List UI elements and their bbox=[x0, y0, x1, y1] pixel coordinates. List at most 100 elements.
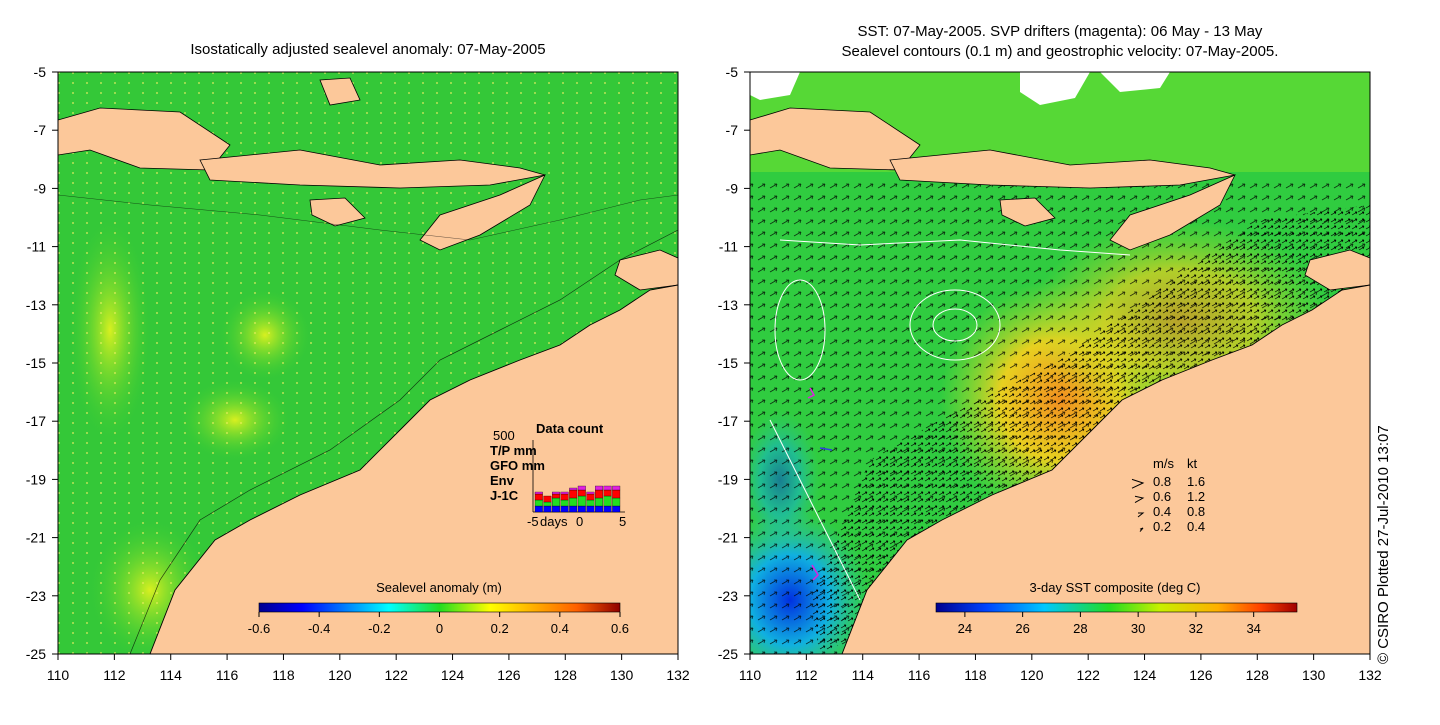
data-count-bar-segment bbox=[534, 491, 543, 495]
x-tick-label: 124 bbox=[1133, 667, 1157, 683]
data-count-bar-segment bbox=[552, 491, 560, 495]
data-count-series-label: T/P mm bbox=[490, 443, 537, 458]
y-tick-label: -17 bbox=[26, 413, 46, 429]
x-tick-label: 124 bbox=[441, 667, 465, 683]
colorbar-tick-label: 28 bbox=[1073, 621, 1087, 636]
y-tick-label: -19 bbox=[26, 471, 46, 487]
colorbar-tick-label: -0.2 bbox=[368, 621, 390, 636]
data-count-bar-segment bbox=[612, 485, 621, 491]
x-tick-label: 118 bbox=[272, 667, 295, 683]
velocity-legend-header-kt: kt bbox=[1187, 456, 1198, 471]
data-count-bars bbox=[534, 485, 621, 513]
colorbar-tick-label: 0.2 bbox=[491, 621, 509, 636]
right-island-java bbox=[750, 107, 921, 171]
data-count-bar-segment bbox=[569, 489, 578, 499]
velocity-kt-value: 0.8 bbox=[1187, 504, 1205, 519]
y-tick-label: -17 bbox=[718, 413, 738, 429]
data-count-bar-segment bbox=[586, 493, 595, 501]
colorbar-tick-label: 26 bbox=[1015, 621, 1029, 636]
x-tick-label: 116 bbox=[908, 667, 931, 683]
data-count-bar-segment bbox=[603, 485, 612, 491]
x-tick-label: 132 bbox=[666, 667, 690, 683]
left-australia bbox=[149, 284, 678, 654]
colorbar-tick-label: 0 bbox=[436, 621, 443, 636]
right-axis-ticks: 110 112 114 116 118 120 122 124 126 128 130 132 -5 -7… bbox=[718, 64, 1382, 683]
x-tick-label: 126 bbox=[497, 667, 521, 683]
colorbar-tick-label: 30 bbox=[1131, 621, 1145, 636]
data-count-bar-segment bbox=[552, 505, 560, 513]
data-count-bar-segment bbox=[586, 491, 595, 495]
right-island-east bbox=[1304, 249, 1370, 291]
left-island-east bbox=[614, 249, 678, 291]
y-tick-label: -25 bbox=[26, 646, 46, 662]
velocity-arrow-icon bbox=[1139, 527, 1144, 532]
data-count-bar-segment bbox=[560, 493, 569, 501]
data-count-bar-segment bbox=[612, 489, 621, 499]
data-count-max: 500 bbox=[493, 428, 515, 443]
data-count-x-min: -5 bbox=[527, 514, 539, 529]
left-axis-ticks: 110 112 114 116 118 120 122 124 126 128 130 132 -5 -7… bbox=[26, 64, 690, 683]
velocity-ms-value: 0.4 bbox=[1153, 504, 1171, 519]
data-count-bar-segment bbox=[577, 485, 586, 491]
data-count-bar-segment bbox=[560, 505, 569, 513]
right-australia bbox=[841, 284, 1370, 654]
data-count-title: Data count bbox=[536, 421, 604, 436]
y-tick-label: -7 bbox=[34, 122, 47, 138]
velocity-legend: m/s kt 0.8 1.60.6 1.20.4 0.80.2 0.4 bbox=[1131, 456, 1205, 534]
left-colorbar-ticks: -0.6 -0.4 -0.2 0 0.2 0.4 0.6 bbox=[248, 612, 629, 636]
y-tick-label: -23 bbox=[26, 588, 46, 604]
data-count-bar-segment bbox=[552, 493, 560, 499]
data-count-bar-segment bbox=[603, 489, 612, 497]
colorbar-tick-label: 24 bbox=[958, 621, 972, 636]
left-island-sumba bbox=[309, 197, 366, 227]
data-count-bar-segment bbox=[534, 493, 543, 501]
data-count-bar-segment bbox=[543, 505, 552, 513]
data-count-bar-segment bbox=[569, 497, 578, 507]
x-tick-label: 114 bbox=[852, 667, 875, 683]
y-tick-label: -9 bbox=[726, 180, 739, 196]
x-tick-label: 122 bbox=[1077, 667, 1101, 683]
data-count-series-label: J-1C bbox=[490, 488, 519, 503]
x-tick-label: 122 bbox=[385, 667, 409, 683]
x-tick-label: 128 bbox=[554, 667, 578, 683]
x-tick-label: 110 bbox=[47, 667, 70, 683]
left-colorbar bbox=[258, 602, 621, 613]
x-tick-label: 128 bbox=[1246, 667, 1270, 683]
data-count-x-max: 5 bbox=[619, 514, 626, 529]
y-tick-label: -15 bbox=[26, 355, 46, 371]
velocity-kt-value: 0.4 bbox=[1187, 519, 1205, 534]
data-count-bar-segment bbox=[552, 497, 560, 507]
velocity-arrow-icon bbox=[1131, 478, 1145, 489]
left-island-small bbox=[319, 77, 361, 106]
y-tick-label: -19 bbox=[718, 471, 738, 487]
colorbar-tick-label: 0.6 bbox=[611, 621, 629, 636]
data-count-bar-segment bbox=[577, 505, 586, 513]
colorbar-tick-label: -0.6 bbox=[248, 621, 270, 636]
left-map-plot bbox=[58, 72, 678, 654]
data-count-bar-segment bbox=[543, 495, 552, 503]
right-contour-southwest bbox=[769, 419, 861, 601]
right-island-sumba bbox=[999, 197, 1056, 227]
colorbar-tick-label: 0.4 bbox=[551, 621, 569, 636]
data-count-bar-segment bbox=[586, 499, 595, 507]
right-map-title-line1: SST: 07-May-2005. SVP drifters (magenta)… bbox=[858, 23, 1263, 40]
data-count-bar-segment bbox=[595, 505, 603, 513]
y-tick-label: -9 bbox=[34, 180, 47, 196]
right-contour-west bbox=[774, 279, 826, 381]
left-shelf-contour bbox=[129, 229, 678, 654]
x-tick-label: 112 bbox=[795, 667, 818, 683]
x-tick-label: 116 bbox=[216, 667, 239, 683]
y-tick-label: -23 bbox=[718, 588, 738, 604]
right-colorbar-title: 3-day SST composite (deg C) bbox=[1030, 580, 1201, 595]
right-cloud-ne bbox=[1100, 72, 1170, 92]
data-count-bar-segment bbox=[595, 497, 603, 507]
x-tick-label: 114 bbox=[160, 667, 183, 683]
data-count-series-label: Env bbox=[490, 473, 515, 488]
right-drifter-3 bbox=[811, 564, 819, 581]
x-tick-label: 126 bbox=[1189, 667, 1213, 683]
data-count-bar-segment bbox=[603, 495, 612, 507]
x-tick-label: 120 bbox=[1020, 667, 1044, 683]
velocity-ms-value: 0.2 bbox=[1153, 519, 1171, 534]
y-tick-label: -13 bbox=[718, 297, 738, 313]
